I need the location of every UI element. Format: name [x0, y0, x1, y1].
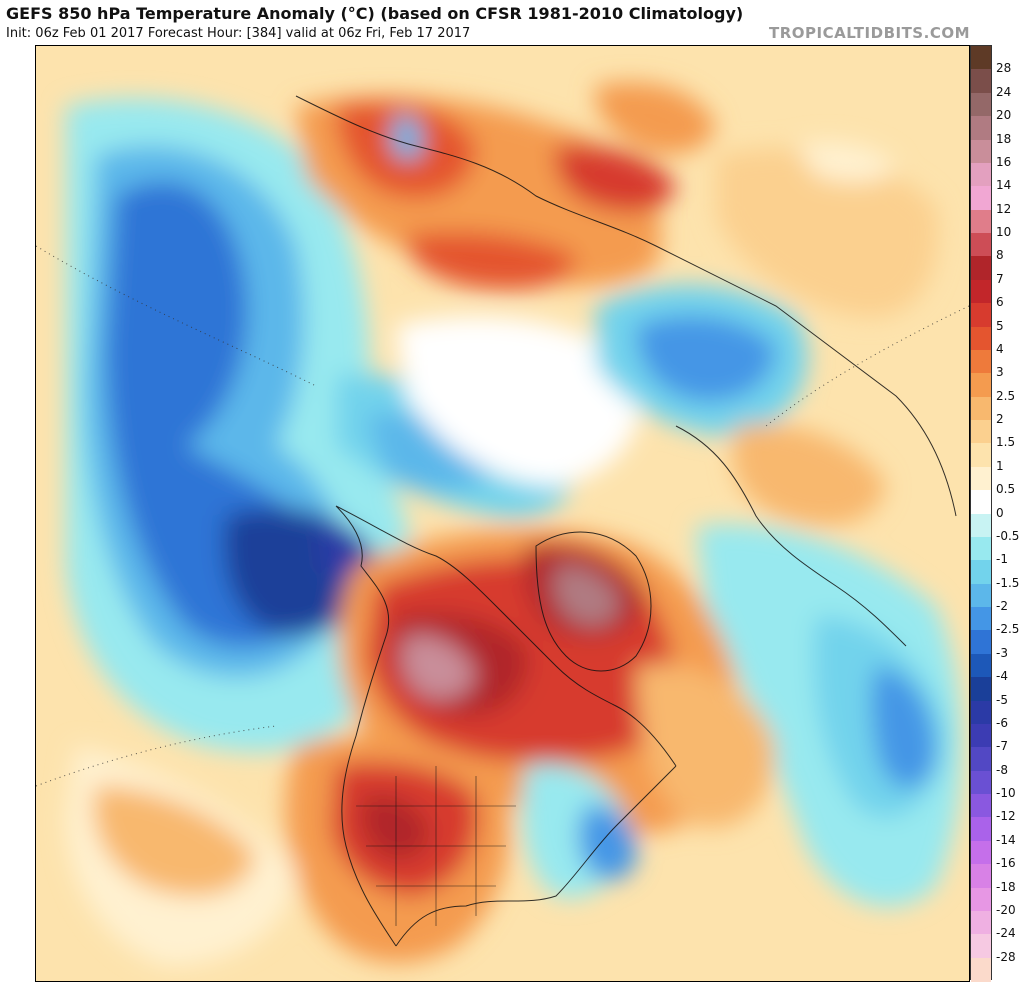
colorbar-tick-label: 24	[996, 84, 1012, 99]
colorbar-swatch	[971, 256, 991, 281]
colorbar-tick-label: -24	[996, 926, 1016, 941]
colorbar-swatch	[971, 279, 991, 304]
colorbar-swatch	[971, 420, 991, 444]
colorbar-tick-label: 7	[996, 271, 1004, 286]
chart-title: GEFS 850 hPa Temperature Anomaly (°C) (b…	[6, 4, 744, 23]
colorbar-tick-label: 16	[996, 154, 1012, 169]
brand-watermark: TROPICALTIDBITS.COM	[769, 24, 970, 42]
colorbar-tick-label: 6	[996, 295, 1004, 310]
colorbar-tick-label: 0	[996, 505, 1004, 520]
colorbar-swatch	[971, 700, 991, 725]
colorbar-swatch	[971, 490, 991, 514]
colorbar-swatch	[971, 46, 991, 70]
colorbar-tick-label: 2	[996, 412, 1004, 426]
colorbar-tick-label: 1	[996, 458, 1004, 473]
colorbar-tick-label: -0.5	[996, 528, 1020, 543]
chart-subtitle: Init: 06z Feb 01 2017 Forecast Hour: [38…	[6, 26, 471, 41]
colorbar-swatch	[971, 466, 991, 491]
colorbar-tick-label: 18	[996, 131, 1012, 146]
colorbar-swatch	[971, 116, 991, 140]
colorbar-tick-label: -4	[996, 669, 1008, 684]
colorbar-swatch	[971, 817, 991, 842]
colorbar-tick-label: 0.5	[996, 482, 1016, 497]
colorbar-swatch	[971, 887, 991, 912]
colorbar-swatch	[971, 934, 991, 959]
colorbar-swatch	[971, 653, 991, 678]
colorbar-tick-label: 5	[996, 318, 1004, 333]
colorbar-tick-label: -7	[996, 739, 1008, 754]
colorbar-tick-label: -20	[996, 902, 1016, 917]
colorbar-tick-label: 8	[996, 248, 1004, 263]
colorbar-swatch	[971, 92, 991, 117]
colorbar-tick-label: -12	[996, 809, 1016, 824]
colorbar-swatch	[971, 349, 991, 374]
colorbar-swatch	[971, 770, 991, 795]
colorbar-swatch	[971, 910, 991, 935]
colorbar-tick-label: -2	[996, 599, 1008, 613]
colorbar-swatch	[971, 69, 991, 94]
dotted-latitude-line-south	[36, 725, 277, 787]
colorbar-swatch	[971, 723, 991, 748]
colorbar-tick-label: -28	[996, 949, 1016, 964]
colorbar-tick-label: -3	[996, 645, 1008, 660]
colorbar-tick-label: -10	[996, 786, 1016, 800]
north-america-coastline	[335, 505, 677, 947]
colorbar-swatch	[971, 139, 991, 164]
colorbar-swatch	[971, 840, 991, 865]
colorbar-swatch	[971, 513, 991, 538]
colorbar	[970, 45, 992, 982]
colorbar-swatch	[971, 326, 991, 351]
colorbar-swatch	[971, 373, 991, 398]
colorbar-tick-label: -6	[996, 715, 1008, 730]
colorbar-tick-label: 1.5	[996, 435, 1016, 450]
anomaly-map	[35, 45, 970, 982]
colorbar-swatch	[971, 630, 991, 655]
colorbar-tick-label: -5	[996, 692, 1008, 707]
colorbar-tick-label: 4	[996, 341, 1004, 356]
colorbar-swatch	[971, 794, 991, 818]
colorbar-tick-label: -14	[996, 832, 1016, 847]
colorbar-tick-label: 20	[996, 108, 1012, 123]
colorbar-tick-label: -1.5	[996, 575, 1020, 590]
colorbar-tick-label: -18	[996, 879, 1016, 894]
greenland-coastline	[535, 531, 652, 672]
colorbar-tick-label: 28	[996, 61, 1012, 76]
colorbar-tick-label: -1	[996, 552, 1008, 567]
eurasia-coastline	[295, 95, 957, 517]
colorbar-swatch	[971, 957, 991, 982]
colorbar-swatch	[971, 607, 991, 631]
colorbar-tick-label: 10	[996, 225, 1012, 239]
colorbar-swatch	[971, 162, 991, 187]
colorbar-swatch	[971, 396, 991, 421]
colorbar-swatch	[971, 186, 991, 211]
colorbar-tick-label: 2.5	[996, 388, 1016, 403]
europe-coastline	[675, 425, 907, 647]
colorbar-tick-label: 12	[996, 201, 1012, 216]
colorbar-swatch	[971, 677, 991, 701]
us-state-lines	[356, 766, 516, 926]
colorbar-swatch	[971, 303, 991, 327]
colorbar-tick-label: -16	[996, 856, 1016, 871]
colorbar-swatch	[971, 209, 991, 234]
colorbar-swatch	[971, 443, 991, 468]
colorbar-tick-label: -2.5	[996, 622, 1020, 637]
colorbar-swatch	[971, 864, 991, 888]
colorbar-swatch	[971, 233, 991, 257]
colorbar-swatch	[971, 560, 991, 585]
colorbar-swatch	[971, 536, 991, 561]
colorbar-tick-label: 14	[996, 178, 1012, 193]
colorbar-tick-label: 3	[996, 365, 1004, 380]
colorbar-swatch	[971, 747, 991, 772]
colorbar-tick-label: -8	[996, 762, 1008, 777]
colorbar-swatch	[971, 583, 991, 608]
